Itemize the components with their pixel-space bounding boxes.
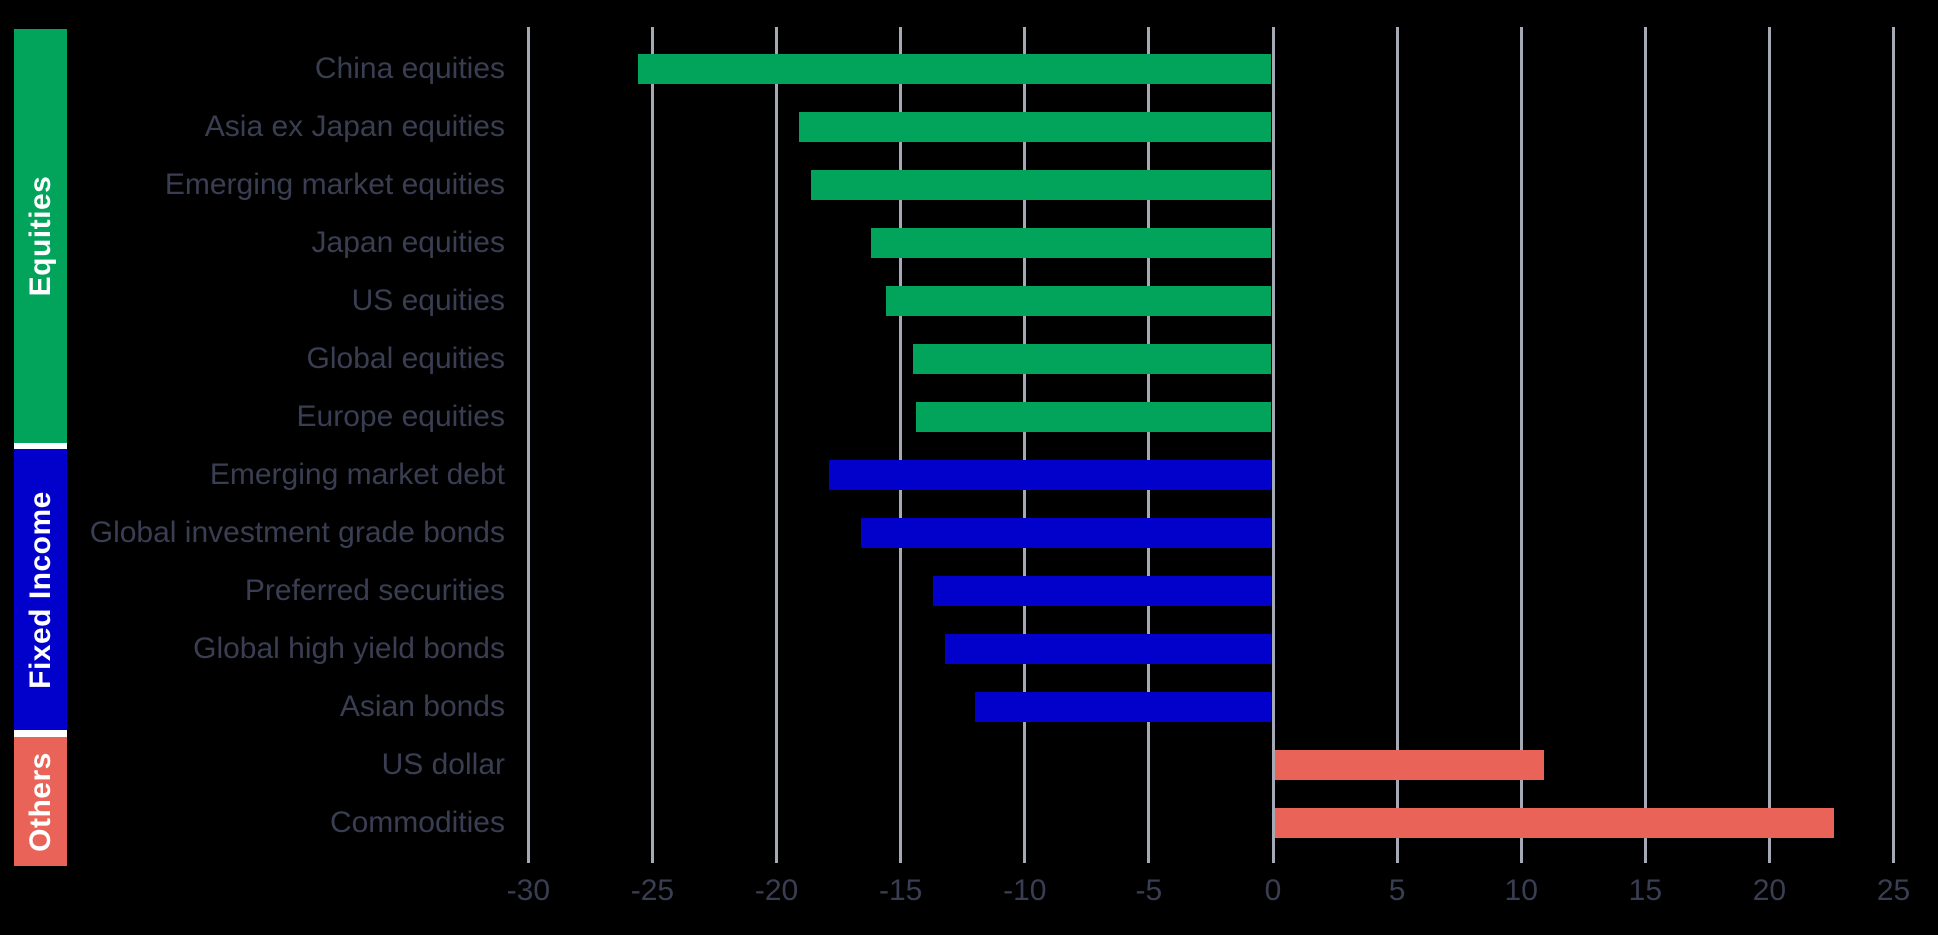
x-tick-label--15: -15 — [878, 874, 923, 907]
gridline--5 — [1147, 27, 1151, 863]
bar-commodities — [1275, 808, 1834, 838]
gridline--25 — [650, 27, 654, 863]
x-tick-label-0: 0 — [1264, 874, 1282, 907]
category-label-us-dollar: US dollar — [381, 748, 505, 781]
bar-emerging-market-debt — [828, 460, 1271, 490]
gridline--15 — [899, 27, 903, 863]
category-label-europe-equities: Europe equities — [296, 400, 505, 433]
category-label-asian-bonds: Asian bonds — [339, 690, 505, 723]
group-band-others: Others — [14, 737, 67, 866]
category-label-china-equities: China equities — [314, 52, 505, 85]
category-label-asia-ex-japan-equities: Asia ex Japan equities — [204, 110, 505, 143]
bar-japan-equities — [870, 228, 1271, 258]
x-tick-label-15: 15 — [1628, 874, 1663, 907]
gridline-15 — [1643, 27, 1647, 863]
x-tick-label-20: 20 — [1752, 874, 1787, 907]
x-tick-label--30: -30 — [506, 874, 550, 907]
bar-us-dollar — [1275, 750, 1544, 780]
gridline--20 — [775, 27, 779, 863]
bar-asian-bonds — [975, 692, 1271, 722]
x-tick-label--5: -5 — [1135, 874, 1163, 907]
category-label-us-equities: US equities — [351, 284, 505, 317]
bar-global-investment-grade-bonds — [860, 518, 1271, 548]
category-label-global-high-yield-bonds: Global high yield bonds — [193, 632, 505, 665]
gridline-25 — [1892, 27, 1896, 863]
gridline-5 — [1395, 27, 1399, 863]
bar-preferred-securities — [932, 576, 1271, 606]
x-tick-label-25: 25 — [1876, 874, 1911, 907]
bar-global-equities — [913, 344, 1271, 374]
gridline--30 — [526, 27, 530, 863]
gridline-10 — [1519, 27, 1523, 863]
category-label-commodities: Commodities — [329, 806, 505, 839]
group-band-label-equities: Equities — [23, 175, 57, 297]
x-tick-label--25: -25 — [630, 874, 675, 907]
bar-us-equities — [885, 286, 1271, 316]
x-tick-label--20: -20 — [754, 874, 799, 907]
gridline--10 — [1023, 27, 1027, 863]
bar-asia-ex-japan-equities — [798, 112, 1271, 142]
bar-global-high-yield-bonds — [945, 634, 1271, 664]
bar-europe-equities — [915, 402, 1271, 432]
x-tick-label-5: 5 — [1388, 874, 1406, 907]
category-label-global-investment-grade-bonds: Global investment grade bonds — [89, 516, 505, 549]
category-label-emerging-market-debt: Emerging market debt — [209, 458, 505, 491]
bar-emerging-market-equities — [811, 170, 1271, 200]
x-tick-label--10: -10 — [1003, 874, 1047, 907]
x-tick-label-10: 10 — [1504, 874, 1538, 907]
category-label-global-equities: Global equities — [306, 342, 505, 375]
gridline-20 — [1767, 27, 1771, 863]
bar-china-equities — [637, 54, 1271, 84]
gridline-0 — [1271, 27, 1275, 863]
group-band-fixed-income: Fixed Income — [14, 449, 67, 730]
category-label-emerging-market-equities: Emerging market equities — [164, 168, 505, 201]
group-band-equities: Equities — [14, 29, 67, 443]
category-label-japan-equities: Japan equities — [311, 226, 505, 259]
group-band-label-others: Others — [23, 751, 57, 852]
group-band-label-fixed-income: Fixed Income — [23, 490, 57, 689]
category-label-preferred-securities: Preferred securities — [244, 574, 505, 607]
